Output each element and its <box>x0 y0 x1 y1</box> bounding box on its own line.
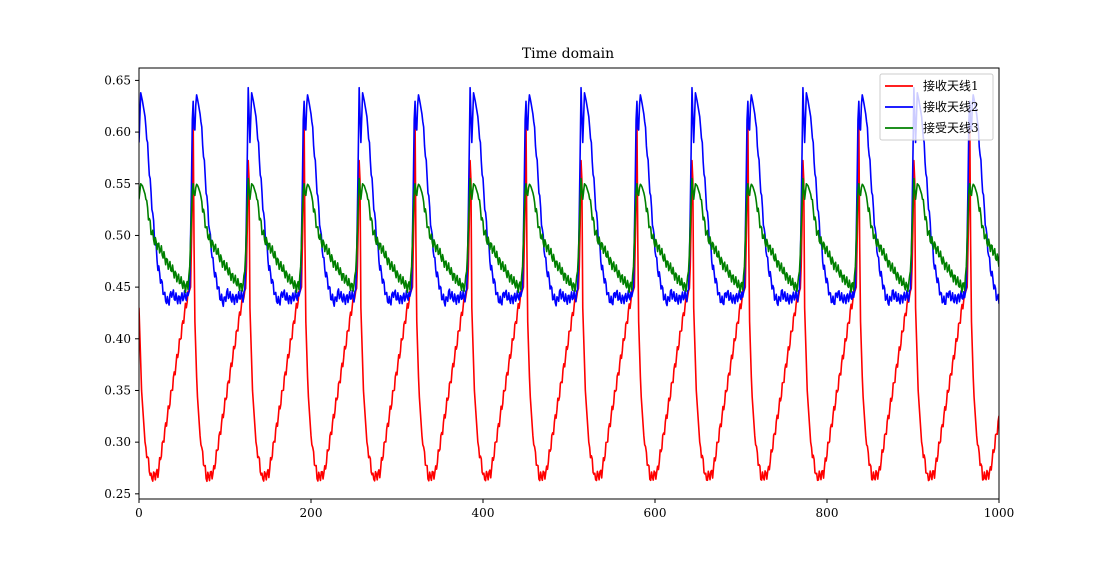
x-tick-label: 200 <box>300 506 323 520</box>
y-tick-label: 0.60 <box>104 125 131 139</box>
series-line-3 <box>139 177 999 294</box>
x-tick-label: 1000 <box>984 506 1015 520</box>
y-tick-label: 0.25 <box>104 487 131 501</box>
y-tick-label: 0.30 <box>104 435 131 449</box>
legend-label-2: 接收天线2 <box>923 99 979 114</box>
y-tick-label: 0.65 <box>104 73 131 87</box>
x-tick-label: 600 <box>644 506 667 520</box>
series-line-2 <box>139 86 999 308</box>
y-tick-label: 0.55 <box>104 177 131 191</box>
legend: 接收天线1 接收天线2 接受天线3 <box>879 73 994 141</box>
x-tick-label: 0 <box>135 506 143 520</box>
series-layer <box>139 86 999 483</box>
axes-layer: 0 200 400 600 800 1000 0.25 0.30 0.35 0.40 0.45 0.5… <box>104 67 1015 520</box>
x-tick-label: 800 <box>816 506 839 520</box>
legend-box <box>879 73 994 141</box>
legend-label-1: 接收天线1 <box>923 78 979 93</box>
x-tick-label: 400 <box>472 506 495 520</box>
plot-frame <box>138 67 1000 500</box>
y-tick-label: 0.50 <box>104 228 131 242</box>
y-tick-label: 0.40 <box>104 332 131 346</box>
chart-title: Time domain <box>522 46 614 62</box>
y-tick-label: 0.45 <box>104 280 131 294</box>
y-tick-label: 0.35 <box>104 383 131 397</box>
legend-label-3: 接受天线3 <box>923 120 979 135</box>
